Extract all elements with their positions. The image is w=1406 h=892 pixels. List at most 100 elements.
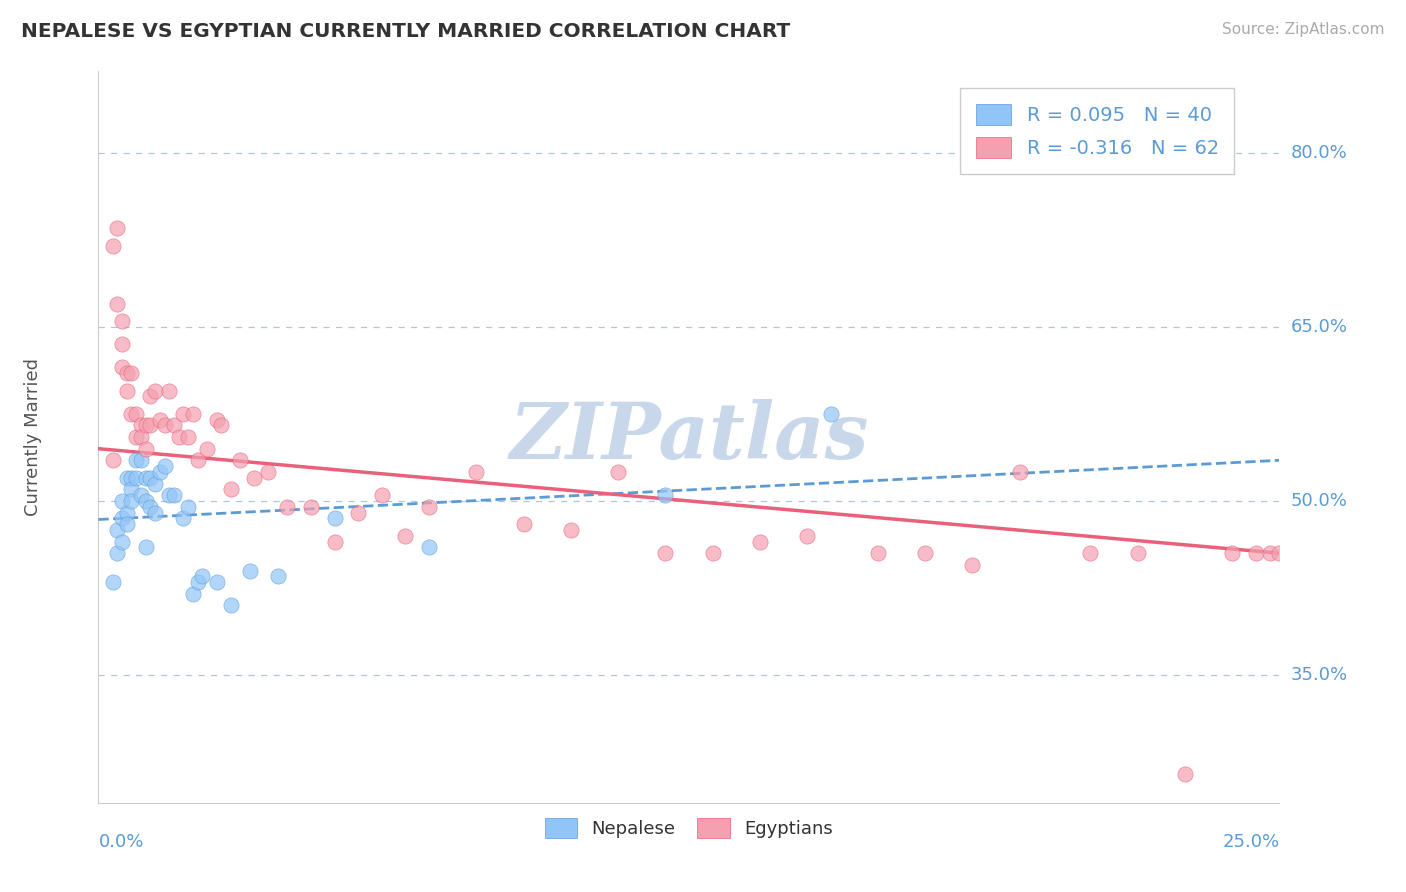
Point [149, 465, 172, 479]
Point [129, 488, 152, 502]
Text: 0.0%: 0.0% [98, 833, 143, 851]
Point [239, 564, 262, 578]
Text: 65.0%: 65.0% [1291, 318, 1347, 335]
Point [1268, 546, 1291, 560]
Point [135, 418, 157, 433]
Point [139, 471, 162, 485]
Point [418, 541, 440, 555]
Point [163, 418, 186, 433]
Point [121, 366, 143, 380]
Point [129, 430, 152, 444]
Point [191, 569, 214, 583]
Point [347, 506, 370, 520]
Point [323, 534, 346, 549]
Point [796, 529, 818, 543]
Point [139, 500, 162, 514]
Point [129, 453, 152, 467]
Point [121, 471, 143, 485]
Point [394, 529, 416, 543]
Point [1008, 465, 1031, 479]
Point [129, 418, 152, 433]
Point [1174, 766, 1197, 780]
Point [267, 569, 290, 583]
Point [1258, 546, 1281, 560]
Point [219, 599, 242, 613]
Point [139, 389, 162, 403]
Point [149, 412, 172, 426]
Point [135, 442, 157, 456]
Point [607, 465, 630, 479]
Point [125, 453, 148, 467]
Point [187, 575, 209, 590]
Point [143, 506, 166, 520]
Point [1220, 546, 1243, 560]
Point [702, 546, 724, 560]
Text: NEPALESE VS EGYPTIAN CURRENTLY MARRIED CORRELATION CHART: NEPALESE VS EGYPTIAN CURRENTLY MARRIED C… [21, 22, 790, 41]
Point [914, 546, 936, 560]
Point [243, 471, 266, 485]
Point [560, 523, 582, 537]
Text: Currently Married: Currently Married [24, 358, 42, 516]
Point [135, 471, 157, 485]
Point [418, 500, 440, 514]
Text: 50.0%: 50.0% [1291, 491, 1347, 510]
Point [229, 453, 252, 467]
Point [153, 459, 176, 474]
Point [157, 384, 180, 398]
Point [157, 488, 180, 502]
Point [143, 384, 166, 398]
Text: 25.0%: 25.0% [1222, 833, 1279, 851]
Point [1126, 546, 1149, 560]
Point [105, 523, 128, 537]
Point [276, 500, 298, 514]
Text: 35.0%: 35.0% [1291, 666, 1348, 684]
Point [163, 488, 186, 502]
Point [654, 546, 676, 560]
Point [111, 337, 134, 351]
Point [219, 483, 242, 497]
Point [748, 534, 770, 549]
Point [115, 517, 138, 532]
Point [323, 511, 346, 525]
Point [172, 407, 194, 421]
Point [121, 407, 143, 421]
Legend: Nepalese, Egyptians: Nepalese, Egyptians [537, 811, 841, 845]
Point [125, 471, 148, 485]
Point [125, 407, 148, 421]
Point [257, 465, 280, 479]
Point [139, 418, 162, 433]
Point [1080, 546, 1102, 560]
Point [111, 360, 134, 375]
Point [153, 418, 176, 433]
Point [205, 575, 228, 590]
Point [195, 442, 218, 456]
Point [115, 471, 138, 485]
Point [115, 506, 138, 520]
Point [125, 430, 148, 444]
Point [177, 430, 200, 444]
Point [371, 488, 394, 502]
Point [181, 587, 204, 601]
Point [105, 546, 128, 560]
Point [1244, 546, 1267, 560]
Point [299, 500, 322, 514]
Point [172, 511, 194, 525]
Point [177, 500, 200, 514]
Point [105, 221, 128, 235]
Point [121, 494, 143, 508]
Point [962, 558, 984, 572]
Text: Source: ZipAtlas.com: Source: ZipAtlas.com [1222, 22, 1385, 37]
Point [181, 407, 204, 421]
Point [101, 238, 124, 252]
Text: ZIPatlas: ZIPatlas [509, 399, 869, 475]
Point [820, 407, 842, 421]
Text: 80.0%: 80.0% [1291, 144, 1347, 161]
Point [111, 494, 134, 508]
Point [512, 517, 534, 532]
Point [115, 384, 138, 398]
Point [209, 418, 232, 433]
Point [135, 541, 157, 555]
Point [101, 453, 124, 467]
Point [111, 511, 134, 525]
Point [135, 494, 157, 508]
